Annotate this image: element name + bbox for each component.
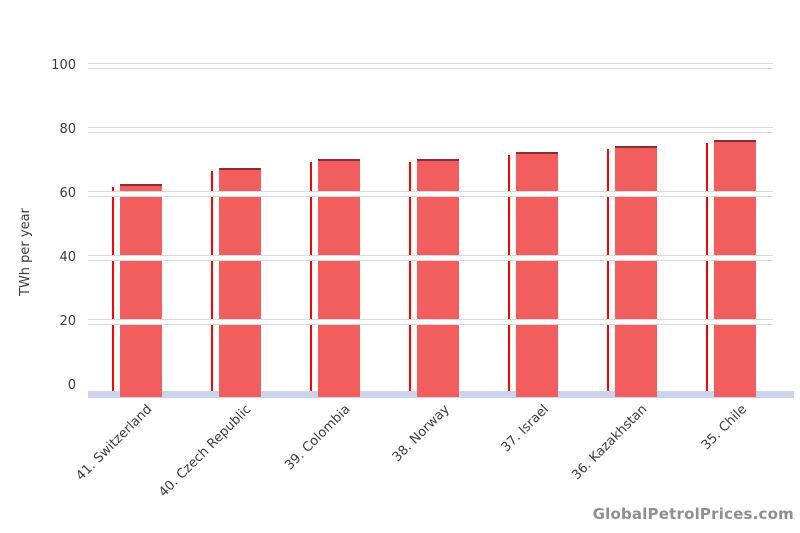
bar-3 <box>318 158 360 397</box>
bar-marker-line-3 <box>310 161 312 391</box>
x-category-label-2: 40. Czech Republic <box>156 402 255 501</box>
bar-5 <box>516 152 558 397</box>
gridline-80 <box>88 127 773 133</box>
y-tick-label-40: 40 <box>59 250 76 265</box>
watermark: GlobalPetrolPrices.com <box>592 505 794 523</box>
bar-7 <box>714 139 756 397</box>
y-tick-label-80: 80 <box>59 122 76 137</box>
x-category-label-5: 37. Israel <box>498 402 552 456</box>
bar-marker-line-4 <box>409 161 411 391</box>
gridline-20 <box>88 319 773 325</box>
bar-marker-line-5 <box>508 155 510 391</box>
bar-marker-line-6 <box>607 149 609 391</box>
x-category-label-7: 35. Chile <box>698 402 750 454</box>
bar-marker-line-1 <box>112 187 114 391</box>
bar-4 <box>417 158 459 397</box>
bar-2 <box>219 168 261 397</box>
bar-6 <box>615 146 657 397</box>
y-tick-label-100: 100 <box>51 58 76 73</box>
gridline-100 <box>88 63 773 69</box>
bar-1 <box>120 184 162 397</box>
y-tick-label-20: 20 <box>59 314 76 329</box>
y-tick-label-0: 0 <box>67 378 76 393</box>
gridline-40 <box>88 255 773 261</box>
x-category-label-3: 39. Colombia <box>282 402 354 474</box>
x-category-label-4: 38. Norway <box>389 402 453 466</box>
bar-marker-line-2 <box>211 171 213 391</box>
x-category-label-1: 41. Switzerland <box>73 402 156 484</box>
bar-marker-line-7 <box>706 142 708 391</box>
gridline-60 <box>88 191 773 197</box>
x-category-label-6: 36. Kazakhstan <box>569 402 651 484</box>
y-tick-label-60: 60 <box>59 186 76 201</box>
